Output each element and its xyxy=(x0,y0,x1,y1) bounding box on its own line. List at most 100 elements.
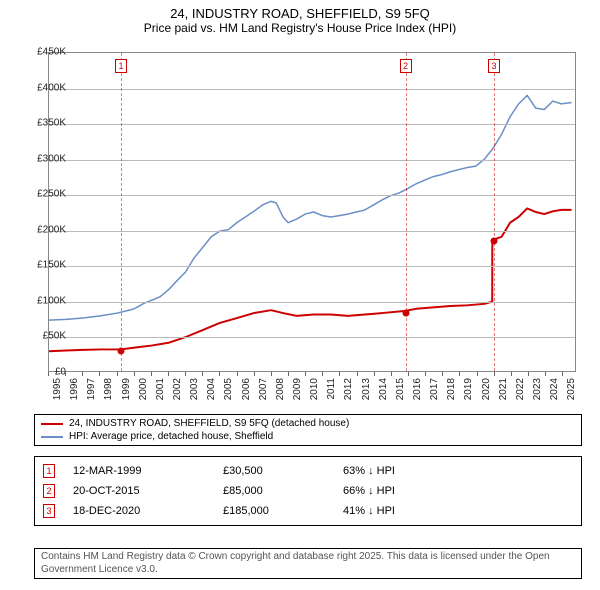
sale-point xyxy=(118,348,125,355)
x-tick xyxy=(459,372,460,376)
x-tick xyxy=(545,372,546,376)
x-axis-label: 2003 xyxy=(189,378,200,400)
x-tick xyxy=(562,372,563,376)
x-axis-label: 2011 xyxy=(326,378,337,400)
legend-swatch xyxy=(41,436,63,438)
x-axis-label: 1997 xyxy=(86,378,97,400)
event-marker-line xyxy=(121,53,122,371)
x-tick xyxy=(477,372,478,376)
x-tick xyxy=(391,372,392,376)
x-tick xyxy=(82,372,83,376)
y-axis-label: £150K xyxy=(22,260,66,271)
x-axis-label: 2018 xyxy=(446,378,457,400)
legend-item: HPI: Average price, detached house, Shef… xyxy=(41,430,575,443)
grid-line xyxy=(49,124,575,125)
x-axis-label: 2010 xyxy=(309,378,320,400)
x-tick xyxy=(425,372,426,376)
sale-point xyxy=(491,238,498,245)
grid-line xyxy=(49,337,575,338)
event-marker-badge: 2 xyxy=(400,59,412,73)
y-axis-label: £450K xyxy=(22,47,66,58)
title-address: 24, INDUSTRY ROAD, SHEFFIELD, S9 5FQ xyxy=(0,6,600,21)
x-axis-label: 2020 xyxy=(481,378,492,400)
event-price: £185,000 xyxy=(223,505,343,517)
chart-plot-area: 1 2 3 xyxy=(48,52,576,372)
event-price: £85,000 xyxy=(223,485,343,497)
x-axis-label: 2007 xyxy=(258,378,269,400)
x-axis-label: 2017 xyxy=(429,378,440,400)
event-number-badge: 2 xyxy=(43,484,55,498)
legend-box: 24, INDUSTRY ROAD, SHEFFIELD, S9 5FQ (de… xyxy=(34,414,582,446)
event-number-badge: 1 xyxy=(43,464,55,478)
x-tick xyxy=(494,372,495,376)
chart-svg xyxy=(49,53,575,371)
legend-swatch xyxy=(41,423,63,425)
x-tick xyxy=(339,372,340,376)
x-tick xyxy=(271,372,272,376)
x-axis-label: 1995 xyxy=(52,378,63,400)
grid-line xyxy=(49,231,575,232)
legend-label: 24, INDUSTRY ROAD, SHEFFIELD, S9 5FQ (de… xyxy=(69,418,349,429)
event-number-badge: 3 xyxy=(43,504,55,518)
title-subtitle: Price paid vs. HM Land Registry's House … xyxy=(0,21,600,35)
x-tick xyxy=(374,372,375,376)
event-delta: 66% ↓ HPI xyxy=(343,485,395,497)
x-axis-label: 2001 xyxy=(155,378,166,400)
x-tick xyxy=(288,372,289,376)
x-tick xyxy=(48,372,49,376)
y-axis-label: £400K xyxy=(22,82,66,93)
event-delta: 63% ↓ HPI xyxy=(343,465,395,477)
x-axis-label: 2024 xyxy=(549,378,560,400)
footnote: Contains HM Land Registry data © Crown c… xyxy=(34,548,582,579)
x-tick xyxy=(185,372,186,376)
x-axis-label: 2019 xyxy=(463,378,474,400)
grid-line xyxy=(49,195,575,196)
x-axis-label: 2015 xyxy=(395,378,406,400)
x-axis-label: 2025 xyxy=(566,378,577,400)
y-axis-label: £200K xyxy=(22,224,66,235)
x-tick xyxy=(322,372,323,376)
title-block: 24, INDUSTRY ROAD, SHEFFIELD, S9 5FQ Pri… xyxy=(0,0,600,35)
grid-line xyxy=(49,160,575,161)
x-tick xyxy=(511,372,512,376)
legend-label: HPI: Average price, detached house, Shef… xyxy=(69,431,273,442)
y-axis-label: £100K xyxy=(22,295,66,306)
x-tick xyxy=(202,372,203,376)
x-axis-label: 2002 xyxy=(172,378,183,400)
event-date: 18-DEC-2020 xyxy=(73,505,223,517)
y-axis-label: £0 xyxy=(22,367,66,378)
x-tick xyxy=(134,372,135,376)
x-axis-label: 1998 xyxy=(103,378,114,400)
legend-item: 24, INDUSTRY ROAD, SHEFFIELD, S9 5FQ (de… xyxy=(41,417,575,430)
x-axis-label: 2008 xyxy=(275,378,286,400)
event-marker-badge: 1 xyxy=(115,59,127,73)
x-tick xyxy=(117,372,118,376)
events-box: 1 12-MAR-1999£30,50063% ↓ HPI 2 20-OCT-2015… xyxy=(34,456,582,526)
event-date: 20-OCT-2015 xyxy=(73,485,223,497)
x-tick xyxy=(528,372,529,376)
chart-container: 24, INDUSTRY ROAD, SHEFFIELD, S9 5FQ Pri… xyxy=(0,0,600,590)
y-axis-label: £350K xyxy=(22,118,66,129)
x-axis-label: 2012 xyxy=(343,378,354,400)
event-row: 318-DEC-2020£185,00041% ↓ HPI xyxy=(43,501,573,521)
grid-line xyxy=(49,302,575,303)
y-axis-label: £50K xyxy=(22,331,66,342)
grid-line xyxy=(49,89,575,90)
grid-line xyxy=(49,266,575,267)
y-axis-label: £250K xyxy=(22,189,66,200)
x-axis-label: 2005 xyxy=(223,378,234,400)
x-tick xyxy=(357,372,358,376)
x-axis-label: 2006 xyxy=(241,378,252,400)
event-date: 12-MAR-1999 xyxy=(73,465,223,477)
event-marker-badge: 3 xyxy=(488,59,500,73)
x-tick xyxy=(442,372,443,376)
x-tick xyxy=(219,372,220,376)
x-tick xyxy=(168,372,169,376)
event-row: 1 12-MAR-1999£30,50063% ↓ HPI xyxy=(43,461,573,481)
x-tick xyxy=(65,372,66,376)
x-axis-label: 2016 xyxy=(412,378,423,400)
x-tick xyxy=(237,372,238,376)
event-price: £30,500 xyxy=(223,465,343,477)
x-axis-label: 2014 xyxy=(378,378,389,400)
x-tick xyxy=(305,372,306,376)
